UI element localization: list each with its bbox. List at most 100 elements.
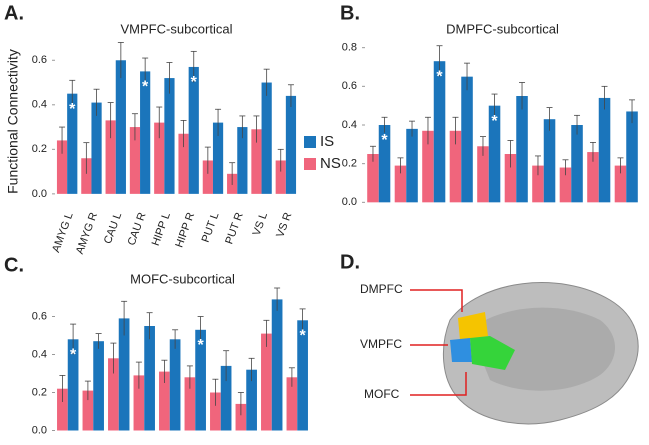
bar (159, 371, 170, 431)
arrow (410, 289, 463, 312)
bar (67, 93, 78, 194)
bar (67, 339, 79, 431)
bar (220, 365, 232, 431)
y-tick-label: 0.0 (32, 424, 47, 436)
brain-illustration: D. DMPFC VMPFC MOFC (340, 251, 639, 425)
y-tick-label: 0.8 (342, 42, 357, 54)
bar (93, 341, 104, 431)
bar (108, 358, 119, 431)
bar (261, 82, 272, 194)
bar (91, 102, 102, 194)
y-axis-label: Functional Connectivity (5, 49, 21, 194)
bar (235, 403, 247, 431)
x-tick-label: HIPP R (173, 211, 197, 249)
bar (115, 60, 126, 194)
bar (378, 125, 391, 203)
bar (140, 71, 151, 194)
bar (271, 299, 283, 431)
bar (82, 390, 94, 431)
chart-title: MOFC-subcortical (130, 271, 235, 286)
bar (449, 130, 462, 203)
x-tick-label: PUT L (200, 211, 222, 244)
significance-star: * (69, 101, 76, 118)
bar (56, 140, 68, 194)
chart-title: DMPFC-subcortical (446, 21, 559, 36)
bar (543, 119, 556, 203)
bar (261, 333, 272, 431)
y-tick-label: 0.6 (32, 54, 47, 66)
panel-letter: B. (340, 2, 360, 24)
y-tick-label: 0.2 (32, 143, 47, 155)
bar (129, 127, 141, 194)
bar (105, 120, 116, 194)
significance-star: * (142, 79, 149, 96)
arrow (410, 372, 467, 396)
panel-letter: C. (4, 254, 24, 276)
bar (212, 122, 224, 194)
bar (133, 375, 145, 431)
legend-label: IS (320, 133, 334, 150)
bar (461, 76, 473, 203)
bar (169, 339, 181, 431)
bar (587, 152, 599, 203)
mofc-region (470, 336, 515, 370)
bar (504, 154, 517, 203)
bar (275, 160, 286, 194)
x-tick-label: CAU R (126, 211, 149, 247)
bar (367, 154, 379, 203)
bar (81, 158, 92, 194)
bar (406, 128, 418, 203)
bar (154, 122, 165, 194)
bar (144, 326, 155, 431)
region-label: DMPFC (360, 282, 403, 296)
bar (559, 167, 572, 203)
x-tick-label: AMYG L (50, 211, 75, 254)
x-tick-label: CAU L (102, 211, 124, 246)
region-label: VMPFC (360, 337, 402, 351)
legend-swatch (304, 158, 316, 170)
bar (178, 133, 189, 194)
significance-star: * (191, 74, 198, 91)
significance-star: * (70, 347, 77, 364)
brain-shading (470, 307, 615, 391)
significance-star: * (381, 132, 388, 149)
vmpfc-region (450, 338, 472, 362)
y-tick-label: 0.6 (32, 310, 47, 322)
bar (184, 377, 196, 431)
y-tick-label: 0.0 (32, 188, 47, 200)
bar (297, 320, 308, 431)
bar (614, 165, 627, 203)
chart-title: VMPFC-subcortical (121, 21, 233, 36)
significance-star: * (436, 68, 443, 85)
bar (237, 127, 248, 194)
y-tick-label: 0.4 (342, 119, 357, 131)
bar (251, 129, 262, 194)
significance-star: * (299, 328, 306, 345)
region-label: MOFC (364, 387, 400, 401)
dmpfc-region (458, 312, 488, 340)
y-tick-label: 0.4 (32, 99, 47, 111)
bar (118, 318, 130, 431)
bar (422, 130, 434, 203)
bar (433, 61, 446, 203)
y-tick-label: 0.2 (342, 158, 357, 170)
y-tick-label: 0.0 (342, 196, 357, 208)
y-tick-label: 0.6 (342, 80, 357, 92)
bar (488, 105, 501, 203)
bar (516, 96, 528, 203)
legend-label: NS (320, 155, 341, 172)
bar (57, 388, 68, 431)
panel-letter: D. (340, 251, 360, 273)
bar (532, 165, 544, 203)
bar (210, 392, 221, 431)
x-tick-label: PUT R (223, 211, 246, 246)
bar (164, 78, 175, 194)
bar (286, 377, 298, 431)
bar (394, 165, 407, 203)
x-tick-label: VS R (274, 211, 294, 239)
bar (477, 146, 489, 203)
bar (188, 66, 199, 194)
bar (598, 97, 611, 203)
bar (246, 369, 257, 431)
